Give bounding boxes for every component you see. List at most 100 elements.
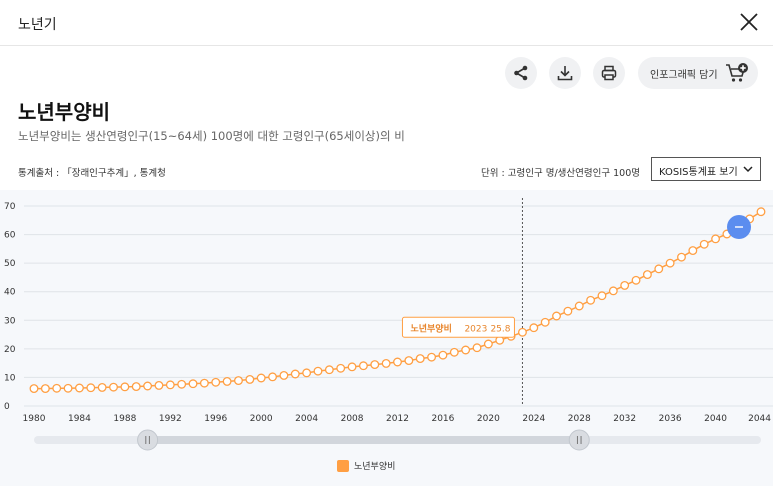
data-point[interactable]	[393, 357, 402, 367]
data-point[interactable]	[29, 384, 39, 394]
data-point[interactable]	[86, 383, 96, 393]
unit-label: 단위 : 고령인구 명/생산연령인구 100명	[481, 168, 640, 179]
data-point[interactable]	[699, 239, 709, 249]
data-point[interactable]	[143, 381, 153, 391]
data-point[interactable]	[381, 358, 391, 368]
data-point[interactable]	[540, 317, 550, 327]
data-point[interactable]	[711, 234, 721, 244]
share-icon	[514, 65, 528, 81]
line-chart[interactable]: 0 10 20 30 40 50 60 70 1980 1984 1988 1992 1996 2000 2…	[0, 190, 773, 486]
chevron-down-icon	[743, 166, 753, 173]
y-tick-label: 0	[4, 402, 10, 412]
range-selection[interactable]	[147, 436, 580, 444]
x-tick-label: 2016	[431, 414, 454, 424]
kosis-table-select[interactable]: KOSIS통계표 보기	[651, 157, 761, 181]
data-point[interactable]	[256, 373, 266, 383]
tooltip-value: 25.8	[490, 324, 510, 334]
data-point[interactable]	[586, 295, 596, 305]
download-button[interactable]	[549, 57, 581, 89]
data-point[interactable]	[290, 369, 300, 379]
data-point[interactable]	[177, 379, 187, 389]
data-point[interactable]	[40, 384, 50, 394]
data-point[interactable]	[97, 382, 107, 392]
data-point[interactable]	[631, 275, 641, 285]
data-point[interactable]	[63, 383, 73, 393]
data-point[interactable]	[642, 270, 652, 280]
data-point[interactable]	[188, 379, 198, 389]
x-tick-label: 2004	[295, 414, 318, 424]
x-tick-label: 1984	[68, 414, 91, 424]
data-point[interactable]	[688, 246, 698, 256]
data-point[interactable]	[665, 258, 675, 268]
window-header: 노년기	[0, 0, 773, 46]
data-point[interactable]	[165, 380, 175, 390]
download-icon	[557, 66, 573, 81]
data-point[interactable]	[120, 382, 130, 392]
data-point[interactable]	[461, 345, 471, 355]
page-title: 노년부양비	[18, 100, 110, 124]
data-point[interactable]	[415, 354, 425, 364]
data-point[interactable]	[302, 368, 312, 378]
data-point[interactable]	[154, 380, 164, 390]
data-point[interactable]	[279, 370, 289, 380]
data-point[interactable]	[449, 347, 459, 357]
tooltip-series: 노년부양비	[410, 322, 451, 334]
legend-label: 노년부양비	[354, 462, 396, 472]
data-point[interactable]	[131, 382, 141, 392]
data-point[interactable]	[324, 365, 334, 375]
data-point[interactable]	[404, 356, 414, 366]
data-point[interactable]	[677, 252, 686, 262]
x-tick-label: 2040	[704, 414, 727, 424]
print-icon	[601, 65, 617, 81]
data-point[interactable]	[472, 343, 482, 353]
data-point[interactable]	[483, 339, 493, 349]
data-point[interactable]	[211, 377, 221, 387]
y-tick-label: 20	[4, 345, 16, 355]
data-point[interactable]	[358, 361, 368, 371]
data-point[interactable]	[245, 374, 255, 384]
window-title: 노년기	[18, 17, 57, 33]
x-tick-label: 2036	[659, 414, 682, 424]
data-point[interactable]	[563, 306, 573, 316]
close-icon[interactable]	[737, 10, 761, 34]
y-tick-label: 10	[4, 373, 16, 383]
x-tick-label: 1988	[113, 414, 136, 424]
data-point[interactable]	[222, 376, 232, 386]
data-point[interactable]	[620, 280, 630, 290]
data-point[interactable]	[347, 362, 357, 372]
data-point[interactable]	[608, 286, 618, 296]
share-button[interactable]	[505, 57, 537, 89]
data-point[interactable]	[518, 327, 527, 337]
data-point[interactable]	[552, 311, 561, 321]
x-tick-label: 2024	[522, 414, 545, 424]
data-point[interactable]	[529, 323, 539, 333]
add-infographic-button[interactable]: 인포그래픽 담기	[638, 57, 758, 89]
data-point[interactable]	[109, 382, 118, 392]
data-point[interactable]	[74, 383, 84, 393]
range-handle-start[interactable]	[137, 429, 159, 451]
data-point[interactable]	[574, 301, 584, 311]
x-tick-label: 2032	[613, 414, 636, 424]
data-point[interactable]	[756, 207, 766, 217]
range-handle-end[interactable]	[568, 429, 590, 451]
kosis-select-label: KOSIS통계표 보기	[659, 167, 738, 178]
cart-plus-icon	[726, 63, 748, 82]
x-tick-label: 2020	[477, 414, 500, 424]
x-tick-label: 2028	[568, 414, 591, 424]
data-point[interactable]	[370, 360, 380, 370]
add-infographic-label: 인포그래픽 담기	[650, 69, 718, 81]
data-point[interactable]	[654, 264, 664, 274]
data-point[interactable]	[597, 291, 607, 301]
chart-legend[interactable]: 노년부양비	[337, 459, 395, 472]
page-subtitle: 노년부양비는 생산연령인구(15~64세) 100명에 대한 고령인구(65세이…	[18, 129, 405, 143]
data-point[interactable]	[427, 352, 437, 362]
data-point[interactable]	[52, 383, 62, 393]
print-button[interactable]	[593, 57, 625, 89]
y-tick-label: 40	[4, 288, 16, 298]
data-point[interactable]	[234, 376, 243, 386]
data-point[interactable]	[336, 363, 346, 373]
data-point[interactable]	[268, 372, 277, 382]
data-point[interactable]	[438, 350, 448, 360]
data-point[interactable]	[199, 378, 209, 388]
data-point[interactable]	[313, 366, 323, 376]
